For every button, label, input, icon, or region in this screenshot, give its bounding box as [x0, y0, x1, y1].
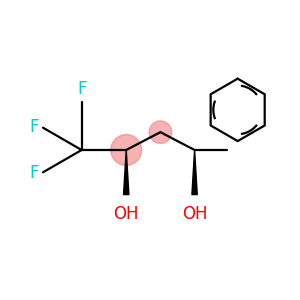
- Polygon shape: [124, 150, 129, 195]
- Circle shape: [149, 121, 172, 143]
- Text: F: F: [29, 164, 38, 182]
- Circle shape: [111, 134, 142, 166]
- Polygon shape: [192, 150, 197, 195]
- Text: F: F: [77, 80, 86, 98]
- Text: OH: OH: [113, 205, 139, 223]
- Text: F: F: [29, 118, 38, 136]
- Text: OH: OH: [182, 205, 207, 223]
